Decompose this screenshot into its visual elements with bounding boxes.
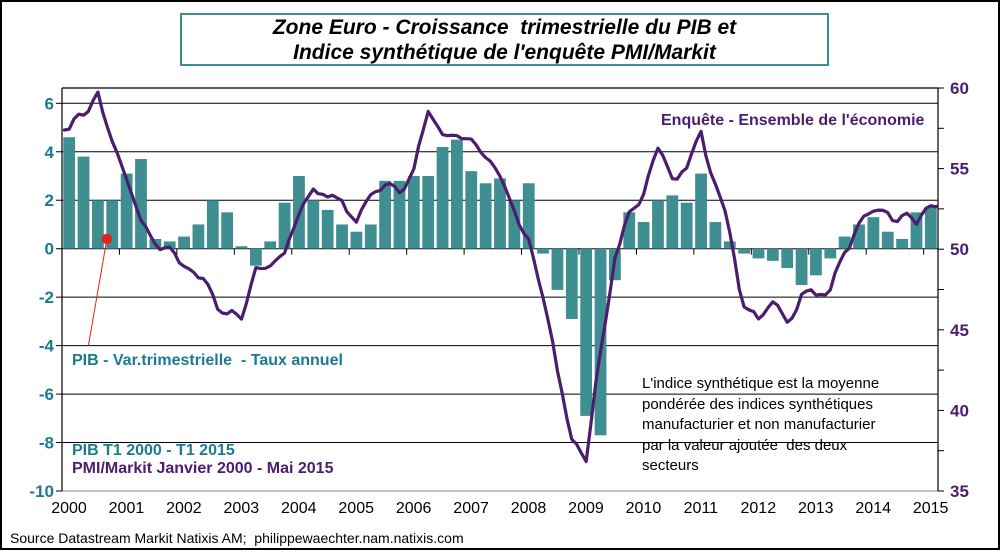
svg-text:45: 45 (950, 321, 969, 340)
svg-text:50: 50 (950, 240, 969, 259)
svg-text:2015: 2015 (913, 500, 949, 517)
svg-text:-10: -10 (29, 482, 54, 501)
svg-text:-2: -2 (39, 288, 54, 307)
svg-text:55: 55 (950, 160, 969, 179)
svg-text:4: 4 (45, 143, 55, 162)
svg-text:2010: 2010 (626, 500, 662, 517)
svg-text:2014: 2014 (855, 500, 891, 517)
svg-text:-8: -8 (39, 434, 54, 453)
svg-text:6: 6 (45, 94, 54, 113)
svg-text:2004: 2004 (281, 500, 317, 517)
svg-text:0: 0 (45, 240, 54, 259)
svg-text:2005: 2005 (338, 500, 374, 517)
svg-text:2001: 2001 (109, 500, 145, 517)
svg-text:2003: 2003 (224, 500, 260, 517)
svg-text:2013: 2013 (798, 500, 834, 517)
svg-text:2006: 2006 (396, 500, 432, 517)
svg-text:60: 60 (950, 79, 969, 98)
svg-text:-4: -4 (39, 337, 55, 356)
svg-text:2011: 2011 (684, 500, 719, 517)
svg-text:2008: 2008 (511, 500, 547, 517)
svg-text:40: 40 (950, 401, 969, 420)
svg-text:35: 35 (950, 482, 969, 501)
svg-text:2009: 2009 (568, 500, 604, 517)
svg-text:2007: 2007 (453, 500, 489, 517)
svg-text:-6: -6 (39, 385, 54, 404)
svg-text:2012: 2012 (741, 500, 777, 517)
svg-text:2: 2 (45, 191, 54, 210)
svg-text:2000: 2000 (51, 500, 87, 517)
svg-text:2002: 2002 (166, 500, 202, 517)
